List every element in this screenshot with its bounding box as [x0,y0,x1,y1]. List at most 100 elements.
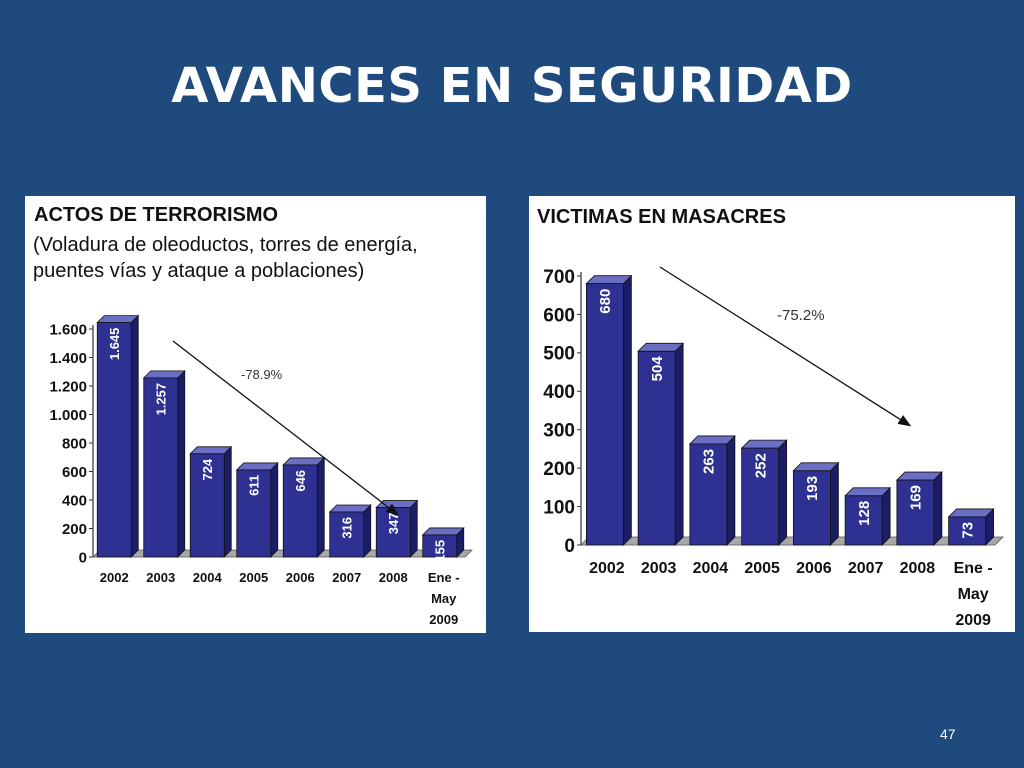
bar-top [282,457,326,466]
bar-side [881,486,891,546]
x-tick-label: 2005 [744,560,780,577]
x-tick-label: 2003 [641,560,677,577]
bar [585,283,624,546]
bar-top [688,435,736,445]
massacre-victims-bar-chart: 0 100 200 300 400 500 600 700 680 2002 504 2003 263 2… [543,266,1004,629]
y-tick-label: 600 [543,305,575,326]
bar-top [189,446,233,455]
bar-top [740,439,788,449]
bar [236,469,272,558]
y-tick-label: 600 [62,464,87,481]
bar [689,443,728,546]
bar-side [130,314,139,558]
y-tick-label: 700 [543,267,575,288]
bar-side [223,445,232,558]
y-tick-label: 800 [62,435,87,452]
bar-value-label: 128 [856,501,873,526]
y-tick-label: 0 [79,549,87,566]
trend-annotation: -75.2% [777,307,825,324]
x-tick-label: 2006 [796,560,832,577]
x-tick-label: 2007 [848,560,884,577]
bar [96,322,132,558]
bar [143,377,179,558]
bar [792,470,831,546]
massacre-victims-chart-panel: VICTIMAS EN MASACRES 0 100 200 300 400 500 600… [529,196,1015,632]
bar-top [142,370,186,379]
x-tick-label: 2003 [146,570,175,585]
bar [637,350,676,546]
bar-side [409,499,418,558]
x-tick-label: 2009 [955,612,991,629]
bar-side [363,504,372,558]
bar-value-label: 1.645 [107,328,122,361]
y-tick-label: 100 [543,497,575,518]
bar-value-label: 252 [752,453,769,478]
bar [282,464,318,558]
y-tick-label: 1.400 [49,350,87,367]
x-tick-label: 2004 [693,560,729,577]
bar [189,453,225,558]
bar-value-label: 316 [339,517,354,539]
bar-value-label: 504 [649,356,666,382]
bar-value-label: 680 [597,289,614,314]
bar [741,447,780,546]
bar-top [96,315,140,323]
bar-side [933,471,943,546]
bar [329,511,365,558]
bar [948,516,987,546]
bar-top [328,504,372,513]
bar-top [375,500,419,508]
bar-value-label: 193 [804,476,821,501]
chart-title: VICTIMAS EN MASACRES [537,206,786,228]
y-tick-label: 400 [62,492,87,509]
y-tick-label: 1.600 [49,321,87,338]
y-tick-label: 200 [543,459,575,480]
y-tick-label: 500 [543,344,575,365]
bar-side [316,456,325,558]
bar [375,507,411,558]
x-tick-label: 2004 [193,570,223,585]
y-tick-label: 0 [564,536,575,557]
trend-arrow [659,266,912,427]
bar-top [792,462,840,472]
x-tick-label: 2007 [332,570,361,585]
bar-side [270,461,279,558]
terrorism-chart-panel: ACTOS DE TERRORISMO (Voladura de oleoduc… [25,196,486,633]
slide-title: AVANCES EN SEGURIDAD [171,58,853,114]
bar-top [844,487,892,497]
chart-title: ACTOS DE TERRORISMO [34,204,279,226]
bar-top [895,471,943,481]
x-tick-label: 2008 [900,560,936,577]
bar-side [622,274,632,546]
x-tick-label: 2006 [286,570,315,585]
bar-side [829,461,839,546]
y-tick-label: 200 [62,521,87,538]
page-number: 47 [940,726,956,742]
bar-value-label: 1.257 [153,383,168,416]
x-tick-label: 2005 [239,570,268,585]
bar-side [726,434,736,546]
bar-value-label: 646 [293,470,308,492]
x-tick-label: May [431,591,457,606]
y-tick-label: 1.200 [49,378,87,395]
bar-top [421,527,465,536]
bar-top [637,342,685,352]
bar [422,534,458,558]
y-tick-label: 400 [543,382,575,403]
bar-side [778,439,788,546]
terrorism-bar-chart: 0 200 400 600 800 1.000 1.200 1.400 1.600 1.645 20… [49,314,473,627]
trend-annotation: -78.9% [241,367,283,382]
x-tick-label: Ene - [428,570,460,585]
y-tick-label: 1.000 [49,407,87,424]
bar-value-label: 73 [959,522,976,539]
y-tick-label: 300 [543,421,575,442]
bar [844,495,883,546]
bar-value-label: 347 [386,513,401,535]
bar-value-label: 155 [432,540,447,562]
bar [896,479,935,546]
x-tick-label: 2002 [589,560,625,577]
bar-top [235,462,279,471]
bar-value-label: 724 [200,458,215,480]
x-tick-label: May [958,586,989,603]
x-tick-label: 2008 [379,570,408,585]
